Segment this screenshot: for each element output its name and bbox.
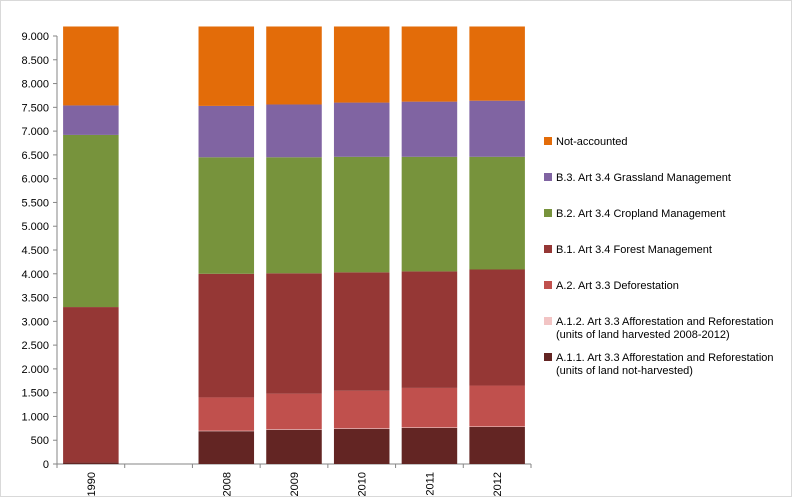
bar-segment-2012-s0 bbox=[469, 427, 525, 464]
legend-swatch bbox=[544, 173, 552, 181]
bar-segment-2011-s0 bbox=[402, 428, 458, 464]
legend-label: B.1. Art 3.4 Forest Management bbox=[556, 244, 712, 256]
y-tick-label: 500 bbox=[31, 435, 49, 447]
y-tick-label: 3.000 bbox=[21, 316, 49, 328]
bar-segment-1990-s0 bbox=[63, 463, 119, 464]
bar-segment-2011-s5 bbox=[402, 102, 458, 157]
bar-segment-2010-s6 bbox=[334, 26, 390, 102]
bar-segment-2011-s3 bbox=[402, 271, 458, 388]
y-tick-label: 2.500 bbox=[21, 340, 49, 352]
y-tick-label: 8.500 bbox=[21, 55, 49, 67]
bar-segment-2012-s3 bbox=[469, 269, 525, 385]
bar-segment-2008-s4 bbox=[199, 157, 255, 274]
y-tick-label: 7.000 bbox=[21, 126, 49, 138]
legend-label: (units of land harvested 2008-2012) bbox=[556, 329, 730, 341]
bar-segment-2012-s6 bbox=[469, 26, 525, 100]
bar-segment-2008-s6 bbox=[199, 26, 255, 105]
bar-segment-2009-s6 bbox=[266, 26, 322, 104]
y-tick-label: 5.000 bbox=[21, 221, 49, 233]
x-tick-label: 2011 bbox=[424, 472, 436, 496]
legend-swatch bbox=[544, 137, 552, 145]
bar-segment-2008-s5 bbox=[199, 106, 255, 157]
x-tick-label: 2009 bbox=[289, 472, 301, 496]
bar-segment-2012-s4 bbox=[469, 157, 525, 270]
y-tick-label: 5.500 bbox=[21, 197, 49, 209]
x-tick-label: 2008 bbox=[221, 472, 233, 496]
y-tick-label: 2.000 bbox=[21, 364, 49, 376]
bar-segment-1990-s4 bbox=[63, 135, 119, 307]
y-tick-label: 9.000 bbox=[21, 31, 49, 43]
bar-segment-2011-s4 bbox=[402, 157, 458, 272]
y-tick-label: 8.000 bbox=[21, 79, 49, 91]
bar-segment-2008-s0 bbox=[199, 431, 255, 464]
bar-segment-2008-s3 bbox=[199, 274, 255, 398]
y-tick-label: 3.500 bbox=[21, 293, 49, 305]
bar-segment-2009-s3 bbox=[266, 273, 322, 393]
y-tick-label: 0 bbox=[43, 459, 49, 471]
y-tick-label: 1.500 bbox=[21, 388, 49, 400]
bar-segment-2010-s0 bbox=[334, 429, 390, 464]
bar-segment-1990-s5 bbox=[63, 105, 119, 134]
bar-segment-2010-s3 bbox=[334, 272, 390, 390]
bar-segment-2008-s2 bbox=[199, 397, 255, 430]
y-tick-label: 6.500 bbox=[21, 150, 49, 162]
bar-segment-2009-s4 bbox=[266, 157, 322, 273]
y-tick-label: 6.000 bbox=[21, 174, 49, 186]
legend-swatch bbox=[544, 281, 552, 289]
legend-swatch bbox=[544, 245, 552, 253]
legend-swatch bbox=[544, 353, 552, 361]
legend-label: B.2. Art 3.4 Cropland Management bbox=[556, 208, 725, 220]
y-tick-label: 1.000 bbox=[21, 411, 49, 423]
x-tick-label: 1990 bbox=[86, 472, 98, 496]
bar-segment-2010-s4 bbox=[334, 157, 390, 273]
bar-segment-2010-s2 bbox=[334, 391, 390, 429]
bar-segment-2011-s6 bbox=[402, 26, 458, 101]
legend-swatch bbox=[544, 209, 552, 217]
bar-segment-1990-s6 bbox=[63, 26, 119, 105]
bar-segment-2009-s0 bbox=[266, 430, 322, 464]
y-tick-label: 4.500 bbox=[21, 245, 49, 257]
bar-segment-2011-s2 bbox=[402, 388, 458, 427]
legend-label: (units of land not-harvested) bbox=[556, 365, 693, 377]
x-tick-label: 2010 bbox=[357, 472, 369, 496]
bar-segment-2009-s5 bbox=[266, 104, 322, 157]
legend-label: Not-accounted bbox=[556, 136, 628, 148]
bar-segment-2012-s2 bbox=[469, 386, 525, 427]
y-tick-label: 4.000 bbox=[21, 269, 49, 281]
bar-segment-2010-s5 bbox=[334, 103, 390, 157]
bar-segment-2012-s5 bbox=[469, 101, 525, 157]
x-tick-label: 2012 bbox=[492, 472, 504, 496]
y-tick-label: 7.500 bbox=[21, 102, 49, 114]
legend-label: A.1.2. Art 3.3 Afforestation and Refores… bbox=[556, 316, 774, 328]
legend-label: A.1.1. Art 3.3 Afforestation and Refores… bbox=[556, 352, 774, 364]
legend-label: B.3. Art 3.4 Grassland Management bbox=[556, 172, 731, 184]
legend-swatch bbox=[544, 317, 552, 325]
legend-label: A.2. Art 3.3 Deforestation bbox=[556, 280, 679, 292]
bar-segment-2009-s2 bbox=[266, 394, 322, 430]
bar-segment-1990-s3 bbox=[63, 307, 119, 463]
